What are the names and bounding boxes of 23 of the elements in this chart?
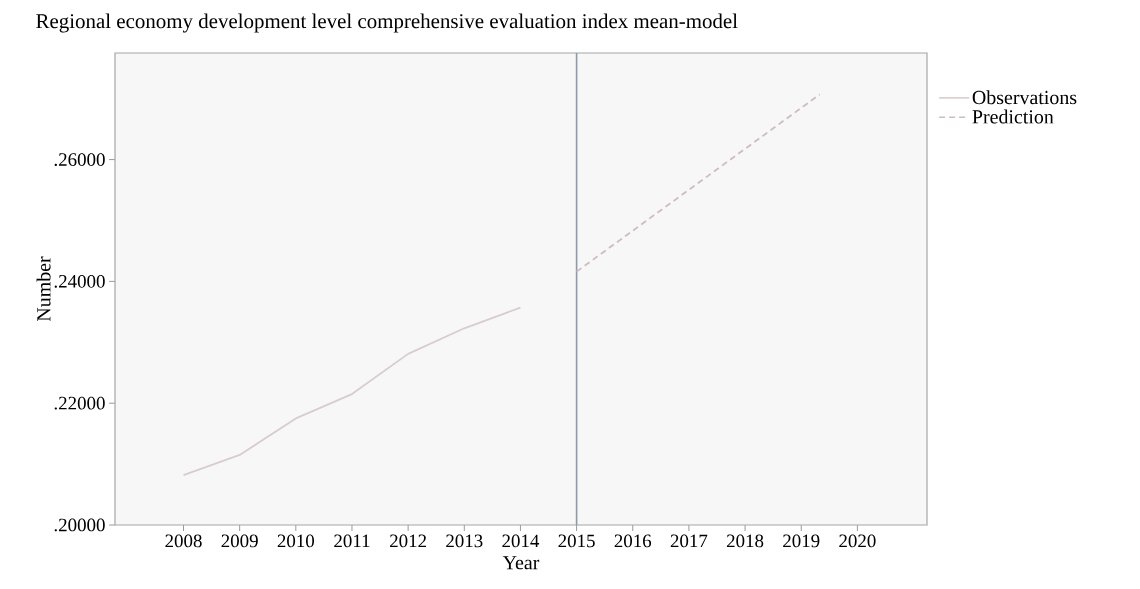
x-tick-label: 2020	[839, 534, 876, 548]
y-tick-label: .24000	[54, 274, 105, 288]
x-tick-label: 2015	[558, 534, 595, 548]
x-tick-label: 2011	[334, 534, 370, 548]
y-axis-title: Number	[36, 256, 51, 322]
x-tick-label: 2010	[277, 534, 315, 548]
legend-label: Prediction	[972, 109, 1054, 124]
x-tick-label: 2016	[614, 534, 652, 548]
y-tick-label: .20000	[54, 518, 105, 532]
x-tick-label: 2017	[670, 534, 708, 548]
line-series	[182, 306, 522, 476]
x-tick-label: 2018	[726, 534, 764, 548]
y-tick-label: .26000	[54, 153, 105, 166]
x-tick-label: 2019	[783, 534, 820, 548]
x-tick-label: 2014	[502, 534, 540, 548]
chart-title: Regional economy development level comprehensive evaluation index mean-model	[36, 13, 738, 33]
x-axis-title: Year	[502, 556, 540, 570]
x-tick-label: 2009	[221, 534, 258, 548]
y-tick-label: .22000	[54, 396, 105, 410]
x-tick-label: 2013	[446, 534, 483, 548]
x-tick-label: 2012	[390, 534, 427, 548]
x-tick-label: 2008	[165, 534, 202, 548]
legend-label: Observations	[972, 90, 1077, 105]
